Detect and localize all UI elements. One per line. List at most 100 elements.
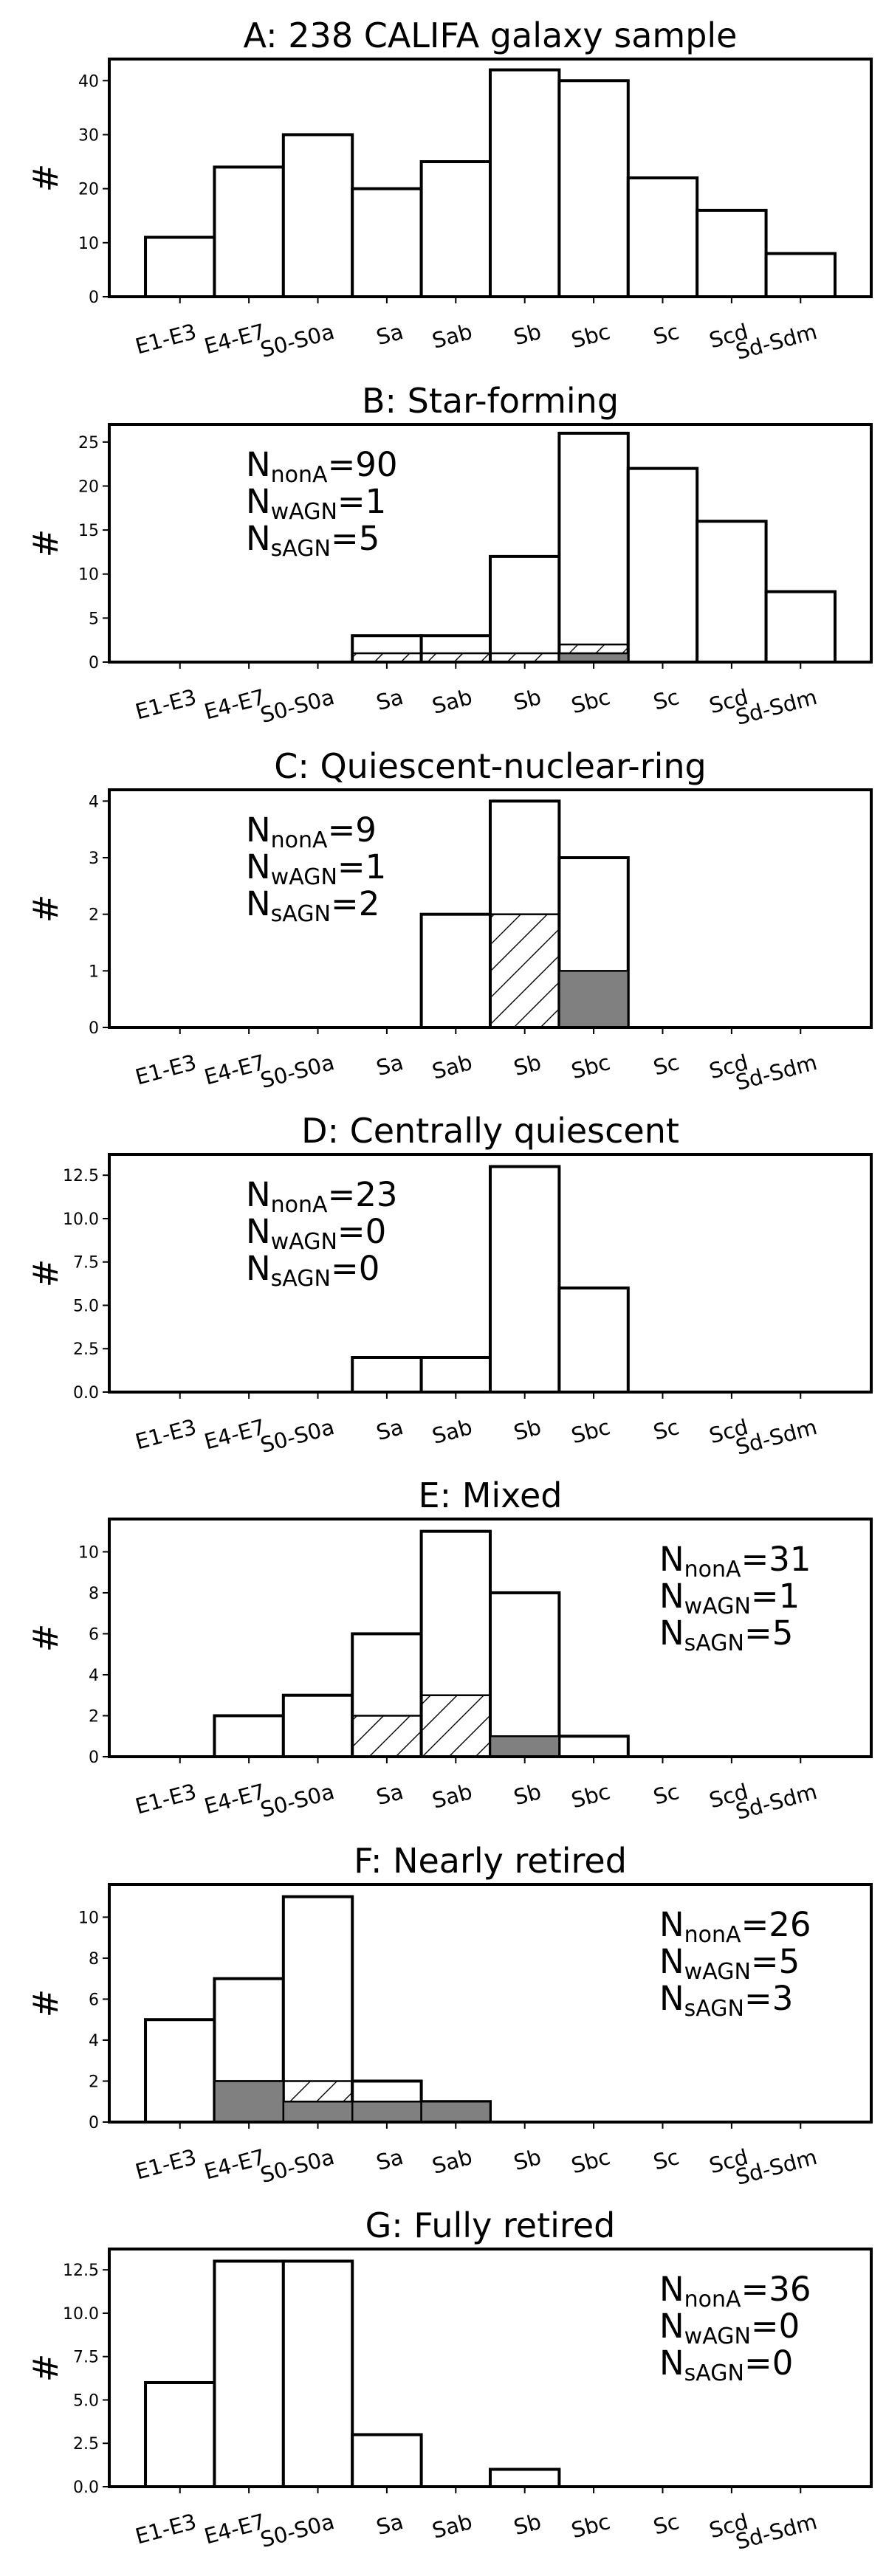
y-tick-label: 30 [78, 126, 99, 145]
y-tick-label: 40 [78, 72, 99, 91]
y-tick-label: 2 [89, 2073, 99, 2091]
annotation-line: NsAGN=5 [659, 1614, 793, 1656]
x-tick-label-sb: Sb [511, 684, 543, 715]
bar-all-e4-e7 [213, 165, 285, 298]
bar-all-sb [489, 554, 561, 664]
x-tick-label-sa: Sa [374, 2509, 406, 2540]
bar-all-scd [696, 520, 768, 664]
panel-title: B: Star-forming [362, 381, 619, 421]
bar-all-sc [626, 466, 699, 664]
y-tick-label: 8 [89, 1950, 99, 1969]
x-tick-label-sa: Sa [374, 2144, 406, 2175]
bar-sagn-sb [489, 1735, 560, 1758]
y-tick-label: 10 [78, 1909, 99, 1927]
bar-all-sa [351, 1355, 423, 1394]
x-tick-label-sbc: Sbc [569, 1414, 613, 1448]
y-axis-label: # [26, 2354, 66, 2383]
bar-all-sbc [557, 1735, 630, 1759]
bar-sagn-e4-e7 [213, 2080, 285, 2124]
bar-all-sb [489, 1591, 561, 1759]
x-tick-label-s0-s0a: S0-S0a [258, 2509, 337, 2552]
bar-all-e4-e7 [213, 1714, 285, 1758]
x-tick-label-e1-e3: E1-E3 [133, 319, 199, 359]
annotation-line: NwAGN=1 [246, 482, 386, 525]
annotation-line: NnonA=36 [659, 2270, 811, 2312]
panel-title: C: Quiescent-nuclear-ring [274, 746, 707, 786]
y-tick-label: 7.5 [73, 1254, 99, 1272]
annotation-line: NsAGN=0 [246, 1249, 380, 1292]
x-tick-label-sb: Sb [511, 1414, 543, 1445]
y-axis-label: # [26, 1624, 66, 1653]
annotation-line: NwAGN=0 [246, 1212, 386, 1255]
y-tick-label: 8 [89, 1585, 99, 1603]
x-tick-label-e1-e3: E1-E3 [133, 684, 199, 725]
x-tick-label-sb: Sb [511, 1779, 543, 1810]
panel-title: D: Centrally quiescent [301, 1111, 679, 1151]
axes-frame [108, 423, 873, 664]
x-tick-label-sbc: Sbc [569, 2144, 613, 2178]
x-tick-label-s0-s0a: S0-S0a [258, 1779, 337, 1822]
y-tick-label: 5.0 [73, 1297, 99, 1315]
y-tick-label: 10 [78, 1543, 99, 1562]
bar-sagn-sab [420, 2100, 492, 2124]
x-tick-label-sa: Sa [374, 1779, 406, 1810]
x-tick-label-sc: Sc [650, 2509, 681, 2540]
x-tick-label-sb: Sb [511, 2509, 543, 2540]
y-tick-label: 0 [89, 289, 99, 307]
y-tick-label: 25 [78, 434, 99, 452]
x-tick-label-e1-e3: E1-E3 [133, 1050, 199, 1090]
bar-all-sa [351, 2433, 423, 2488]
y-axis-label: # [26, 895, 66, 923]
y-tick-label: 5 [89, 610, 99, 628]
y-tick-label: 1 [89, 962, 99, 981]
annotation-line: NsAGN=2 [246, 884, 380, 927]
x-tick-label-sc: Sc [650, 1050, 681, 1081]
x-tick-label-sb: Sb [511, 2144, 543, 2175]
y-axis-label: # [26, 529, 66, 558]
x-tick-label-e1-e3: E1-E3 [133, 1779, 199, 1819]
y-tick-label: 20 [78, 478, 99, 496]
x-tick-label-e1-e3: E1-E3 [133, 1414, 199, 1455]
bar-wagn-sagn-sb [489, 913, 560, 1029]
x-tick-label-sbc: Sbc [569, 1779, 613, 1813]
panel-title: A: 238 CALIFA galaxy sample [244, 16, 738, 55]
axes-frame [108, 1518, 873, 1758]
bar-sagn-sbc [558, 970, 630, 1029]
bar-all-e1-e3 [144, 2380, 216, 2488]
y-tick-label: 0 [89, 654, 99, 672]
x-tick-label-sbc: Sbc [569, 2509, 613, 2543]
bar-all-sbc [557, 1286, 630, 1394]
x-tick-label-sb: Sb [511, 1050, 543, 1081]
x-tick-label-sc: Sc [650, 319, 681, 350]
y-tick-label: 0 [89, 1749, 99, 1767]
bar-wagn-sagn-sa [351, 1715, 422, 1758]
panel-title: F: Nearly retired [354, 1841, 627, 1881]
x-tick-label-sbc: Sbc [569, 319, 613, 353]
y-axis-label: # [26, 1989, 66, 2018]
x-tick-label-sab: Sab [430, 1779, 475, 1814]
x-tick-label-sab: Sab [430, 319, 475, 354]
y-tick-label: 10 [78, 235, 99, 253]
annotation-line: NnonA=9 [246, 810, 377, 853]
x-tick-label-s0-s0a: S0-S0a [258, 1050, 337, 1093]
y-axis-label: # [26, 164, 66, 193]
x-tick-label-sc: Sc [650, 1414, 681, 1445]
annotation-line: NnonA=31 [659, 1540, 811, 1583]
x-tick-label-sc: Sc [650, 1779, 681, 1810]
y-axis-label: # [26, 1259, 66, 1288]
y-tick-label: 4 [89, 2032, 99, 2050]
bar-all-sbc [557, 79, 630, 298]
axes-frame [108, 1883, 873, 2124]
annotation-line: NsAGN=0 [659, 2343, 793, 2386]
x-tick-label-s0-s0a: S0-S0a [258, 319, 337, 362]
x-tick-label-sb: Sb [511, 319, 543, 350]
y-tick-label: 0 [89, 2114, 99, 2132]
x-tick-label-sbc: Sbc [569, 1050, 613, 1084]
y-tick-label: 3 [89, 850, 99, 868]
bar-all-sab [419, 160, 492, 298]
bar-all-sd-sdm [764, 252, 837, 299]
y-tick-label: 12.5 [63, 2262, 99, 2280]
